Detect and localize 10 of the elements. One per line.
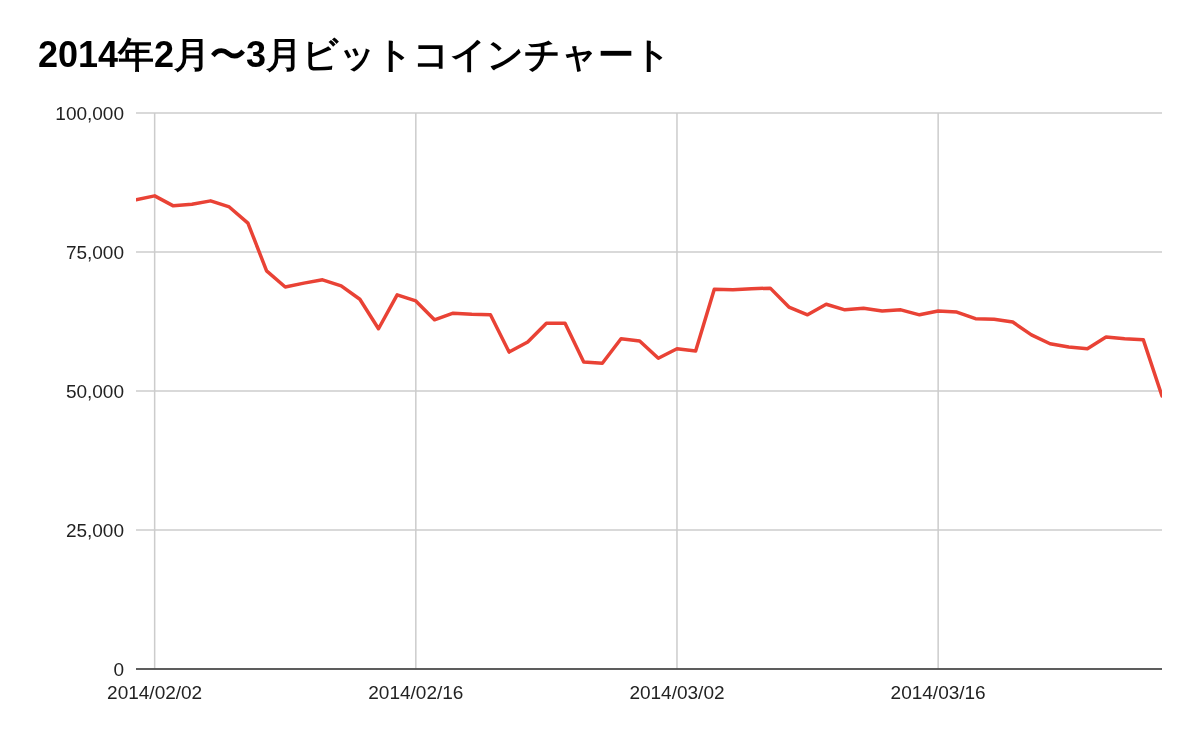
y-tick-label: 100,000 [55,103,124,124]
y-tick-label: 0 [113,659,124,680]
x-tick-label: 2014/02/02 [107,682,203,703]
x-tick-label: 2014/03/02 [629,682,725,703]
y-tick-label: 25,000 [65,520,124,541]
y-tick-label: 50,000 [65,381,124,402]
x-tick-label: 2014/03/16 [890,682,986,703]
title: 2014年2月〜3月ビットコインチャート [38,34,672,75]
x-tick-label: 2014/02/16 [368,682,464,703]
y-tick-label: 75,000 [65,242,124,263]
